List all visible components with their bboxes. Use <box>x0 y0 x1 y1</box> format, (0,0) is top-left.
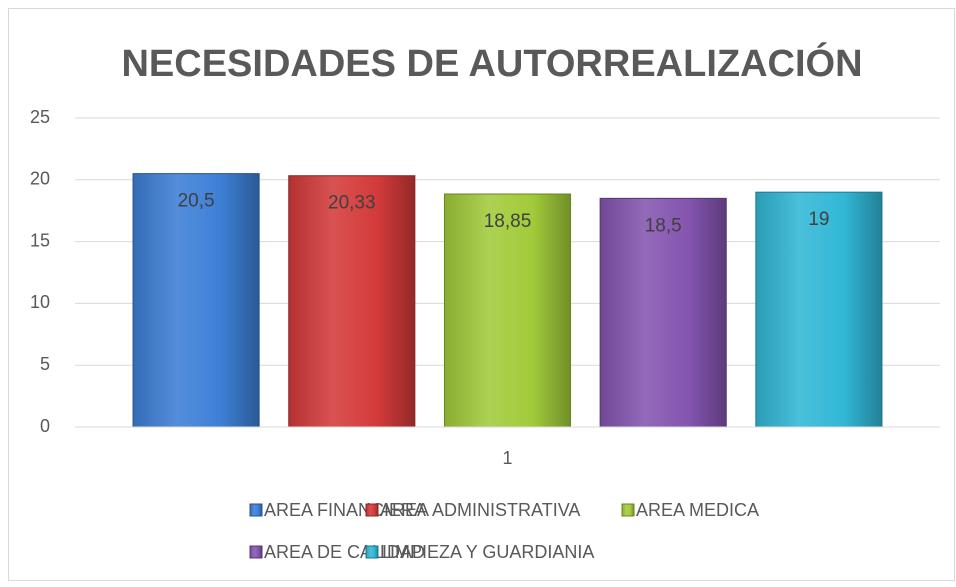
data-label: 20,5 <box>178 191 215 212</box>
data-label: 18,85 <box>484 211 532 232</box>
legend-label: LIMPIEZA Y GUARDIANIA <box>380 542 594 562</box>
legend-swatch <box>621 503 635 517</box>
legend-label: AREA ADMINISTRATIVA <box>380 500 580 520</box>
y-tick-label: 5 <box>40 354 50 374</box>
bar <box>132 173 260 428</box>
legend-label: AREA FINANCIERA <box>264 500 426 520</box>
legend-label: AREA MEDICA <box>636 500 759 520</box>
chart-title: NECESIDADES DE AUTORREALIZACIÓN <box>121 41 862 85</box>
bar <box>443 193 572 428</box>
y-tick-label: 20 <box>30 169 50 189</box>
data-label: 19 <box>808 209 829 230</box>
legend-label: AREA DE CALIDAD <box>264 542 425 562</box>
bar <box>288 175 416 428</box>
y-tick-label: 25 <box>30 107 50 127</box>
y-tick-label: 0 <box>40 416 50 436</box>
x-tick-label: 1 <box>502 448 512 468</box>
legend-swatch <box>365 545 379 559</box>
y-tick-label: 10 <box>30 292 50 312</box>
legend-swatch <box>365 503 379 517</box>
bar <box>599 197 727 428</box>
legend-swatch <box>249 503 263 517</box>
legend-swatch <box>249 545 263 559</box>
bar <box>755 191 883 428</box>
y-tick-label: 15 <box>30 230 50 250</box>
data-label: 20,33 <box>328 193 376 214</box>
data-label: 18,5 <box>645 215 682 236</box>
